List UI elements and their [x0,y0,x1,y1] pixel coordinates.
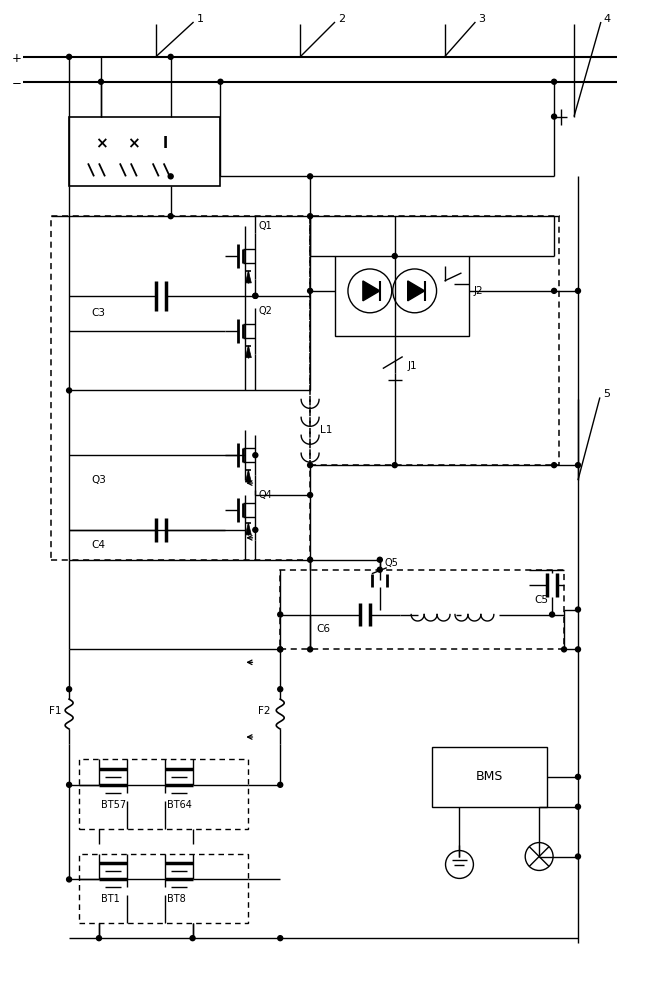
Bar [310,216,559,465]
Bar [432,747,547,807]
Circle shape [168,54,173,59]
Bar [280,570,564,649]
Circle shape [308,493,312,498]
Text: Q4: Q4 [258,490,272,500]
Text: BT64: BT64 [167,800,191,810]
Text: +: + [11,52,21,65]
Circle shape [98,79,104,84]
Bar [52,216,310,560]
Circle shape [308,214,312,219]
Text: BT57: BT57 [101,800,126,810]
Circle shape [561,647,567,652]
Text: l: l [163,136,169,151]
Circle shape [575,607,581,612]
Circle shape [278,612,283,617]
Circle shape [190,936,195,941]
Circle shape [67,388,72,393]
Circle shape [278,687,283,692]
Circle shape [575,288,581,293]
Circle shape [575,804,581,809]
Circle shape [67,782,72,787]
Polygon shape [407,281,425,301]
Text: F1: F1 [50,706,62,716]
Circle shape [168,214,173,219]
Circle shape [253,527,258,532]
Circle shape [308,647,312,652]
Text: 4: 4 [604,14,611,24]
Circle shape [552,79,557,84]
Circle shape [392,463,397,468]
Circle shape [575,647,581,652]
Polygon shape [246,271,252,283]
Circle shape [218,79,223,84]
Text: C6: C6 [316,624,330,634]
Text: F2: F2 [258,706,271,716]
Text: 1: 1 [197,14,203,24]
Text: ×: × [128,136,140,151]
Text: C5: C5 [534,595,548,605]
Bar [69,117,221,186]
Text: C4: C4 [91,540,105,550]
Text: BT1: BT1 [101,894,120,904]
Circle shape [392,254,397,259]
Polygon shape [246,470,252,482]
Circle shape [575,854,581,859]
Polygon shape [246,523,252,535]
Circle shape [278,936,283,941]
Circle shape [552,463,557,468]
Text: −: − [11,77,21,90]
Circle shape [67,687,72,692]
Circle shape [575,774,581,779]
Text: Q2: Q2 [258,306,272,316]
Circle shape [550,612,555,617]
Circle shape [552,288,557,293]
Circle shape [253,293,258,298]
Circle shape [67,877,72,882]
Circle shape [377,557,382,562]
Text: ×: × [94,136,107,151]
Text: L1: L1 [320,425,332,435]
Circle shape [253,293,258,298]
Circle shape [308,174,312,179]
Circle shape [552,114,557,119]
Circle shape [253,453,258,458]
Circle shape [67,54,72,59]
Circle shape [278,782,283,787]
Text: J2: J2 [474,286,483,296]
Circle shape [308,288,312,293]
Polygon shape [363,281,380,301]
Polygon shape [246,346,252,358]
Bar [335,256,470,336]
Text: C3: C3 [91,308,105,318]
Bar [79,854,248,923]
Text: Q1: Q1 [258,221,272,231]
Text: 3: 3 [478,14,486,24]
Circle shape [96,936,102,941]
Circle shape [278,647,283,652]
Text: BT8: BT8 [167,894,185,904]
Circle shape [168,174,173,179]
Text: Q5: Q5 [385,558,399,568]
Text: BMS: BMS [476,770,503,783]
Circle shape [575,463,581,468]
Circle shape [308,557,312,562]
Circle shape [278,647,283,652]
Text: 2: 2 [338,14,345,24]
Text: J1: J1 [407,361,417,371]
Bar [79,759,248,829]
Circle shape [377,567,382,572]
Text: 5: 5 [603,389,610,399]
Text: Q3: Q3 [91,475,106,485]
Circle shape [308,463,312,468]
